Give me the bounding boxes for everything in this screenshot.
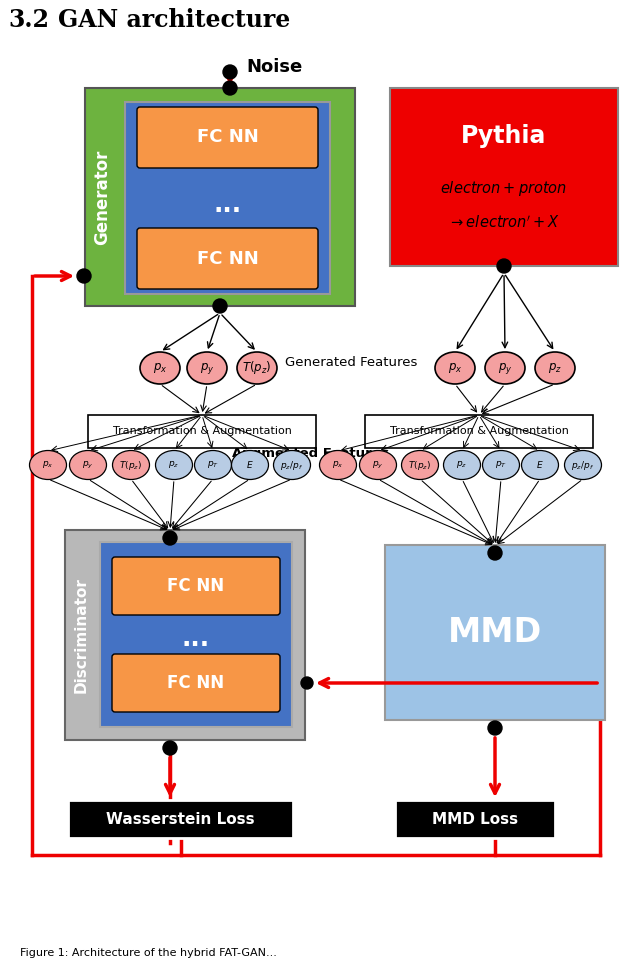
Ellipse shape bbox=[237, 352, 277, 384]
Text: $p_z$: $p_z$ bbox=[168, 459, 180, 471]
Ellipse shape bbox=[29, 451, 67, 480]
Circle shape bbox=[163, 741, 177, 755]
Ellipse shape bbox=[156, 451, 193, 480]
Ellipse shape bbox=[444, 451, 481, 480]
Circle shape bbox=[497, 259, 511, 273]
Circle shape bbox=[301, 677, 313, 689]
Text: Noise: Noise bbox=[246, 58, 302, 76]
FancyBboxPatch shape bbox=[68, 800, 293, 838]
Text: $p_y$: $p_y$ bbox=[372, 459, 384, 471]
FancyBboxPatch shape bbox=[65, 530, 305, 740]
Text: $T(p_z)$: $T(p_z)$ bbox=[120, 458, 143, 472]
Ellipse shape bbox=[522, 451, 559, 480]
FancyBboxPatch shape bbox=[137, 107, 318, 168]
Text: MMD Loss: MMD Loss bbox=[432, 811, 518, 827]
Ellipse shape bbox=[360, 451, 397, 480]
Text: FC NN: FC NN bbox=[196, 129, 259, 147]
FancyBboxPatch shape bbox=[385, 545, 605, 720]
Text: FC NN: FC NN bbox=[168, 674, 225, 692]
Text: $p_z$: $p_z$ bbox=[456, 459, 468, 471]
Circle shape bbox=[223, 81, 237, 95]
FancyBboxPatch shape bbox=[137, 228, 318, 289]
Text: $p_y$: $p_y$ bbox=[200, 361, 214, 376]
Circle shape bbox=[488, 721, 502, 735]
FancyBboxPatch shape bbox=[365, 415, 593, 448]
Circle shape bbox=[223, 65, 237, 79]
Text: Generated Features: Generated Features bbox=[285, 357, 417, 369]
Text: $T(p_z)$: $T(p_z)$ bbox=[408, 458, 431, 472]
Text: 3.2: 3.2 bbox=[8, 8, 49, 32]
Text: $p_x$: $p_x$ bbox=[332, 459, 344, 471]
Ellipse shape bbox=[535, 352, 575, 384]
Text: $E$: $E$ bbox=[246, 459, 254, 471]
Circle shape bbox=[213, 299, 227, 313]
FancyBboxPatch shape bbox=[85, 88, 355, 306]
Ellipse shape bbox=[140, 352, 180, 384]
Ellipse shape bbox=[401, 451, 438, 480]
Text: $p_T$: $p_T$ bbox=[495, 459, 507, 471]
Text: Wasserstein Loss: Wasserstein Loss bbox=[106, 811, 255, 827]
Text: ...: ... bbox=[182, 627, 210, 651]
Ellipse shape bbox=[435, 352, 475, 384]
Circle shape bbox=[77, 269, 91, 283]
Ellipse shape bbox=[187, 352, 227, 384]
Text: $p_T$: $p_T$ bbox=[207, 459, 219, 471]
Text: Transformation & Augmentation: Transformation & Augmentation bbox=[390, 427, 568, 436]
Ellipse shape bbox=[232, 451, 269, 480]
FancyBboxPatch shape bbox=[390, 88, 618, 266]
Ellipse shape bbox=[273, 451, 310, 480]
Text: $p_y$: $p_y$ bbox=[498, 361, 512, 376]
Text: FC NN: FC NN bbox=[168, 577, 225, 595]
Text: $p_y$: $p_y$ bbox=[82, 459, 94, 471]
Text: Figure 1: Architecture of the hybrid FAT-GAN...: Figure 1: Architecture of the hybrid FAT… bbox=[20, 948, 277, 958]
Text: Discriminator: Discriminator bbox=[74, 577, 88, 693]
Ellipse shape bbox=[485, 352, 525, 384]
Text: $p_x$: $p_x$ bbox=[153, 361, 167, 375]
FancyBboxPatch shape bbox=[125, 102, 330, 294]
Text: $\rightarrow electron' + X$: $\rightarrow electron' + X$ bbox=[448, 215, 560, 231]
Text: $p_z$: $p_z$ bbox=[548, 361, 562, 375]
Text: FC NN: FC NN bbox=[196, 249, 259, 268]
Ellipse shape bbox=[319, 451, 356, 480]
Text: Pythia: Pythia bbox=[461, 124, 547, 148]
Text: $p_z/p_f$: $p_z/p_f$ bbox=[280, 458, 303, 472]
FancyBboxPatch shape bbox=[112, 557, 280, 615]
Text: $p_z/p_f$: $p_z/p_f$ bbox=[572, 458, 595, 472]
FancyBboxPatch shape bbox=[100, 542, 292, 727]
FancyBboxPatch shape bbox=[395, 800, 555, 838]
Text: Generator: Generator bbox=[93, 150, 111, 245]
FancyBboxPatch shape bbox=[112, 654, 280, 712]
Text: $E$: $E$ bbox=[536, 459, 544, 471]
Text: MMD: MMD bbox=[448, 616, 542, 649]
Text: ...: ... bbox=[213, 193, 241, 217]
Text: $electron + proton$: $electron + proton$ bbox=[440, 178, 568, 198]
Ellipse shape bbox=[113, 451, 150, 480]
Circle shape bbox=[488, 546, 502, 560]
Text: Augmented Features: Augmented Features bbox=[232, 447, 388, 459]
Ellipse shape bbox=[70, 451, 106, 480]
Text: Transformation & Augmentation: Transformation & Augmentation bbox=[113, 427, 291, 436]
Ellipse shape bbox=[483, 451, 520, 480]
Text: GAN architecture: GAN architecture bbox=[58, 8, 291, 32]
FancyBboxPatch shape bbox=[88, 415, 316, 448]
Text: $p_x$: $p_x$ bbox=[42, 459, 54, 471]
Ellipse shape bbox=[564, 451, 602, 480]
Ellipse shape bbox=[195, 451, 232, 480]
Text: $T(p_z)$: $T(p_z)$ bbox=[243, 360, 272, 377]
Text: $p_x$: $p_x$ bbox=[448, 361, 462, 375]
Circle shape bbox=[163, 531, 177, 545]
